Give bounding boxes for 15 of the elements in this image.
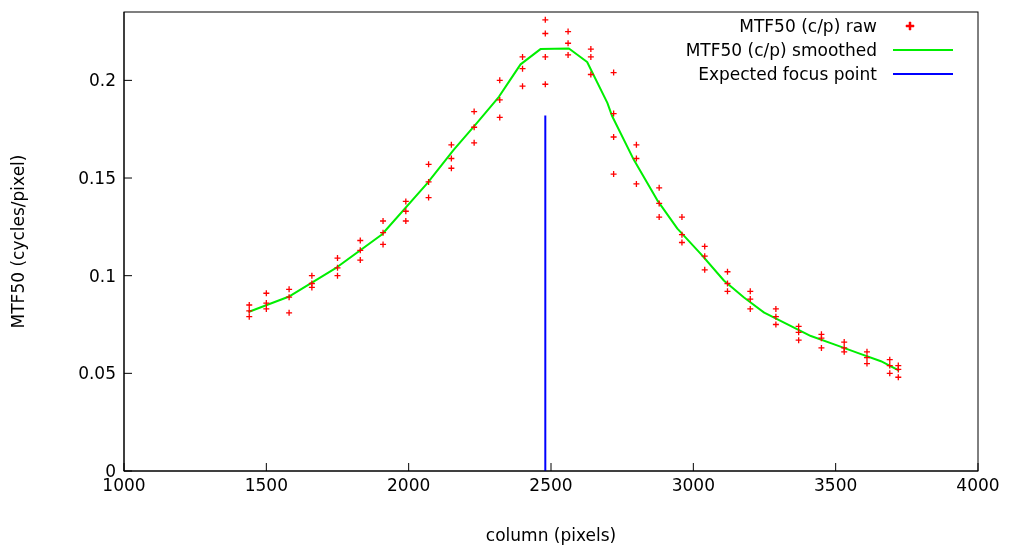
y-tick-label: 0.2 [88,70,116,91]
x-tick-label: 2500 [529,475,573,496]
legend-label: Expected focus point [698,64,878,84]
legend-label: MTF50 (c/p) smoothed [685,40,877,60]
x-tick-label: 3500 [814,475,858,496]
y-tick-label: 0.15 [78,168,116,189]
y-axis-title: MTF50 (cycles/pixel) [8,154,29,329]
x-tick-label: 3000 [671,475,715,496]
x-tick-label: 2000 [387,475,431,496]
legend-label: MTF50 (c/p) raw [739,16,878,36]
x-axis-title: column (pixels) [485,525,617,545]
y-tick-label: 0.05 [78,363,116,384]
y-tick-label: 0.1 [88,265,116,286]
x-tick-label: 4000 [956,475,1000,496]
x-tick-label: 1500 [244,475,288,496]
